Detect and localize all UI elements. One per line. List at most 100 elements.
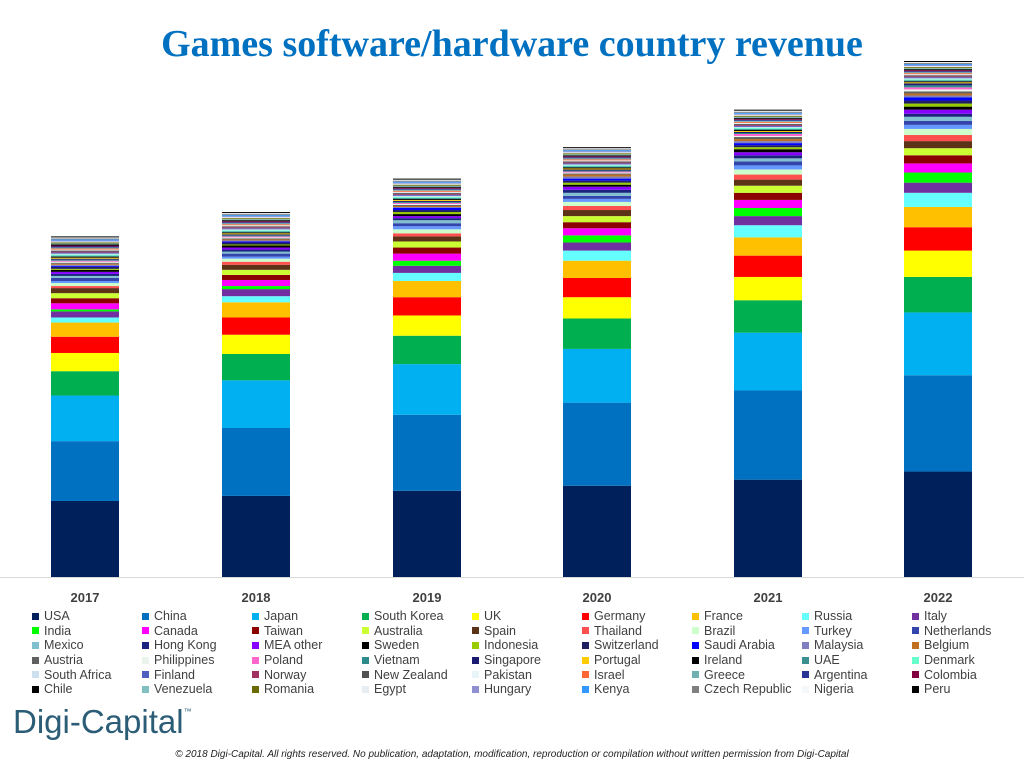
bar-segment [222,228,290,230]
legend-swatch [142,627,149,635]
legend-item: India [32,624,142,639]
bar-segment [734,114,802,116]
legend-swatch [692,656,699,664]
bar-segment [51,256,119,258]
bar-segment [734,192,802,200]
legend-swatch [692,671,699,679]
bar-segment [393,201,461,203]
bar-segment [222,244,290,246]
bar-segment [563,176,631,179]
bar-segment [563,242,631,251]
bar-segment [904,78,972,80]
legend-swatch [582,656,589,664]
legend-item: Argentina [802,667,912,682]
legend-label: Malaysia [814,638,864,653]
bar-segment [222,236,290,238]
bar-segment [563,165,631,167]
bar-segment [734,123,802,125]
bar-segment [51,261,119,263]
bar-segment [563,151,631,153]
legend-swatch [912,641,919,649]
legend-item: Mexico [32,638,142,653]
bar-segment [563,157,631,159]
bar-segment [393,180,461,182]
bar-segment [51,236,119,238]
legend-label: Pakistan [484,667,532,682]
bar-segment [51,293,119,299]
legend-swatch [582,685,589,693]
legend-label: Switzerland [594,638,659,653]
bar-segment [51,395,119,442]
bar-segment [393,183,461,185]
bar-segment [734,113,802,115]
bar-segment [563,198,631,202]
x-tick-label: 2019 [413,590,442,605]
bar-segment [393,280,461,298]
bar-segment [393,247,461,254]
bar-segment [222,296,290,303]
bar-segment [904,68,972,70]
legend-swatch [582,627,589,635]
legend-swatch [472,685,479,693]
bar-segment [904,192,972,207]
bar-segment [222,229,290,231]
bar-segment [904,62,972,64]
bar-segment [734,111,802,113]
bar-segment [222,230,290,232]
bar-segment [393,206,461,208]
legend-swatch [912,656,919,664]
legend-item: Saudi Arabia [692,638,802,653]
bar-segment [904,63,972,65]
legend-label: USA [44,609,70,624]
bar-stack-2019 [393,178,461,577]
bar-segment [51,298,119,304]
bar-segment [51,322,119,337]
bar-segment [563,260,631,278]
legend-item: Venezuela [142,682,252,697]
bar-segment [393,216,461,219]
bar-segment [904,95,972,98]
bar-segment [563,148,631,150]
bar-segment [734,237,802,256]
bar-segment [904,80,972,82]
bar-segment [563,195,631,199]
bar-segment [222,256,290,259]
bar-segment [222,235,290,237]
bar-segment [734,118,802,120]
bar-segment [51,311,119,318]
bar-segment [904,155,972,164]
legend-item: Norway [252,667,362,682]
bar-segment [51,241,119,243]
bar-segment [393,229,461,234]
bar-segment [734,121,802,123]
legend-item: Hungary [472,682,582,697]
chart-title: Games software/hardware country revenue [161,23,863,65]
bar-segment [51,243,119,245]
legend-item: Ireland [692,653,802,668]
legend-swatch [912,671,919,679]
bar-segment [393,297,461,316]
bar-segment [734,208,802,217]
bar-segment [734,124,802,126]
legend-swatch [362,641,369,649]
bar-segment [51,238,119,240]
legend-label: UK [484,609,502,624]
bar-segment [734,158,802,162]
bar-segment [222,302,290,318]
bar-segment [51,266,119,269]
legend-swatch [472,671,479,679]
bar-segment [734,216,802,226]
bar-segment [393,199,461,201]
legend-swatch [582,671,589,679]
bar-segment [734,125,802,127]
legend-swatch [692,627,699,635]
bar-segment [734,145,802,148]
bar-segment [904,91,972,94]
bar-segment [904,81,972,83]
bar-segment [563,172,631,174]
bar-segment [904,163,972,173]
bar-segment [734,132,802,134]
legend-label: Nigeria [814,682,854,697]
legend-swatch [802,671,809,679]
legend-swatch [362,627,369,635]
